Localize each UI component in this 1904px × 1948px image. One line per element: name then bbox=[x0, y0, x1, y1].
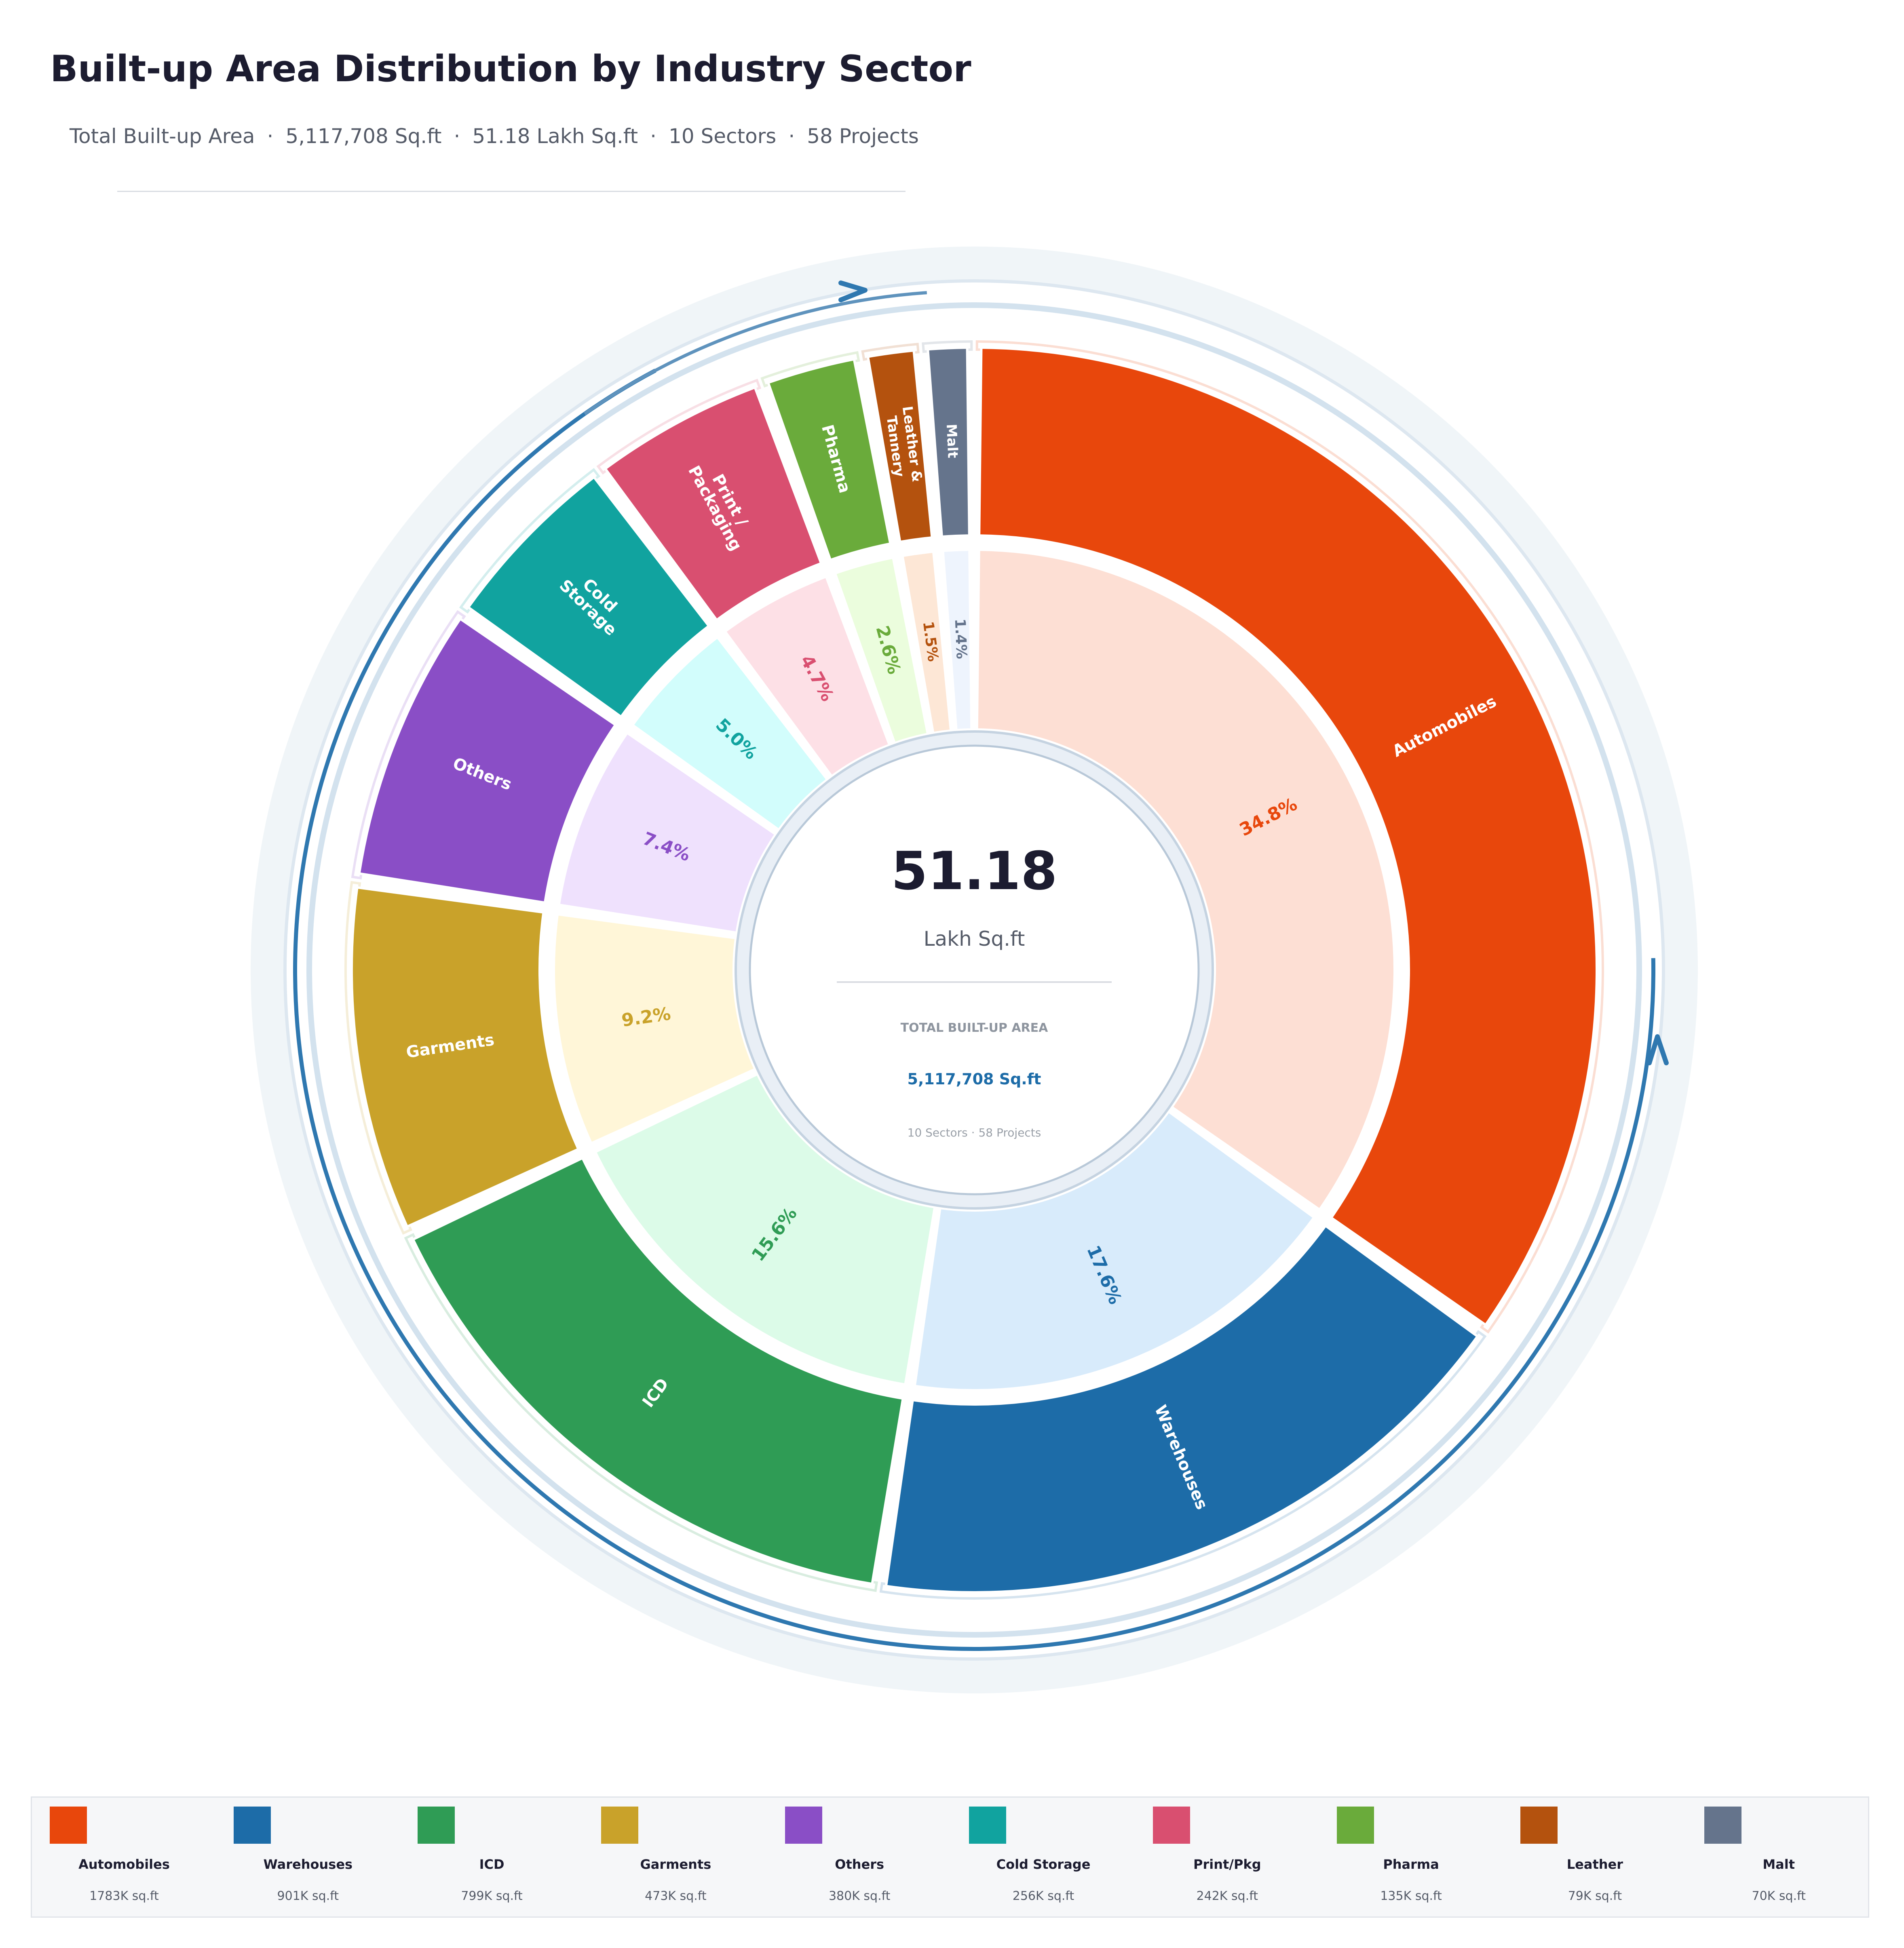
title-divider bbox=[117, 191, 906, 192]
outer-slice-pharma bbox=[766, 358, 892, 562]
center-value: 51.18 bbox=[891, 840, 1057, 902]
outer-slice-icd bbox=[411, 1156, 905, 1585]
inner-slice-others bbox=[557, 731, 777, 934]
legend-item-malt: Malt 70K sq.ft bbox=[1687, 1798, 1871, 1916]
legend-swatch bbox=[969, 1807, 1006, 1844]
inner-slice-cold-storage bbox=[631, 635, 829, 832]
legend-value: 799K sq.ft bbox=[461, 1889, 523, 1903]
legend-label: Pharma bbox=[1383, 1857, 1439, 1872]
legend-item-warehouses: Warehouses 901K sq.ft bbox=[216, 1798, 400, 1916]
outer-slice-cold-storage bbox=[467, 475, 711, 719]
legend-item-leather: Leather 79K sq.ft bbox=[1503, 1798, 1687, 1916]
chart-legend: Automobiles 1783K sq.ft Warehouses 901K sq.… bbox=[31, 1796, 1869, 1918]
progress-arc bbox=[293, 369, 1655, 1651]
subtitle-total-lakh: 51.18 Lakh Sq.ft bbox=[472, 124, 638, 148]
inner-slice-leather bbox=[901, 550, 952, 735]
legend-item-automobiles: Automobiles 1783K sq.ft bbox=[32, 1798, 216, 1916]
arrow-right-icon bbox=[1647, 1034, 1669, 1065]
legend-swatch bbox=[1336, 1807, 1374, 1844]
inner-slice-garments bbox=[553, 913, 757, 1145]
legend-swatch bbox=[1520, 1807, 1558, 1844]
inner-slice-malt bbox=[941, 548, 973, 732]
legend-swatch bbox=[233, 1807, 271, 1844]
subtitle-separator: · bbox=[650, 124, 657, 148]
legend-value: 380K sq.ft bbox=[828, 1889, 891, 1903]
legend-item-others: Others 380K sq.ft bbox=[767, 1798, 952, 1916]
legend-swatch bbox=[1153, 1807, 1190, 1844]
center-disc bbox=[749, 744, 1200, 1195]
pct-label-malt: 1.4% bbox=[952, 618, 970, 660]
outer-slice-malt bbox=[927, 346, 971, 538]
arrow-top-icon bbox=[838, 280, 868, 302]
legend-value: 135K sq.ft bbox=[1380, 1889, 1442, 1903]
legend-swatch bbox=[1704, 1807, 1742, 1844]
legend-label: Cold Storage bbox=[996, 1857, 1091, 1872]
center-caption: TOTAL BUILT-UP AREA bbox=[901, 1021, 1049, 1035]
legend-value: 256K sq.ft bbox=[1012, 1889, 1074, 1903]
legend-item-print-pkg: Print/Pkg 242K sq.ft bbox=[1135, 1798, 1319, 1916]
guide-ring-outer bbox=[283, 279, 1665, 1661]
chart-center: 51.18 Lakh Sq.ft TOTAL BUILT-UP AREA 5,1… bbox=[735, 730, 1214, 1210]
outer-slice-garments bbox=[350, 886, 580, 1229]
legend-label: Warehouses bbox=[263, 1857, 353, 1872]
chart-title: Built-up Area Distribution by Industry S… bbox=[50, 48, 971, 90]
center-unit: Lakh Sq.ft bbox=[924, 927, 1025, 951]
outer-slice-automobiles bbox=[978, 346, 1598, 1327]
legend-swatch bbox=[417, 1807, 455, 1844]
legend-label: Leather bbox=[1566, 1857, 1623, 1872]
subtitle-separator: · bbox=[267, 124, 274, 148]
legend-swatch bbox=[601, 1807, 639, 1844]
chart-slices: Automobiles34.8%Warehouses17.6%ICD15.6%G… bbox=[344, 340, 1604, 1600]
inner-slice-print-pkg bbox=[723, 575, 891, 778]
outer-slice-warehouses bbox=[884, 1224, 1480, 1594]
guide-ring-inner bbox=[306, 302, 1642, 1638]
legend-item-cold-storage: Cold Storage 256K sq.ft bbox=[951, 1798, 1136, 1916]
subtitle-project-count: 58 Projects bbox=[807, 124, 919, 148]
outer-label-malt: Malt bbox=[943, 424, 961, 458]
legend-label: Malt bbox=[1763, 1857, 1795, 1872]
inner-slice-icd bbox=[593, 1072, 936, 1386]
legend-swatch bbox=[785, 1807, 823, 1844]
center-meta: 10 Sectors · 58 Projects bbox=[908, 1126, 1041, 1139]
outer-slice-print-pkg bbox=[604, 386, 823, 622]
subtitle-sector-count: 10 Sectors bbox=[669, 124, 777, 148]
legend-label: Others bbox=[835, 1857, 884, 1872]
center-total: 5,117,708 Sq.ft bbox=[908, 1070, 1041, 1088]
outer-slice-leather bbox=[866, 349, 933, 544]
legend-item-icd: ICD 799K sq.ft bbox=[400, 1798, 584, 1916]
donut-chart: Automobiles34.8%Warehouses17.6%ICD15.6%G… bbox=[251, 247, 1698, 1693]
legend-label: Garments bbox=[640, 1857, 711, 1872]
legend-value: 1783K sq.ft bbox=[89, 1889, 159, 1903]
chart-subtitle: Total Built-up Area · 5,117,708 Sq.ft · 51.1… bbox=[70, 124, 919, 148]
legend-value: 901K sq.ft bbox=[277, 1889, 339, 1903]
legend-value: 242K sq.ft bbox=[1196, 1889, 1258, 1903]
inner-slice-warehouses bbox=[913, 1110, 1316, 1391]
subtitle-total-label: Total Built-up Area bbox=[70, 124, 255, 148]
outer-slice-others bbox=[358, 617, 617, 904]
legend-label: Print/Pkg bbox=[1193, 1857, 1261, 1872]
progress-arc-tail bbox=[584, 291, 927, 415]
inner-slice-automobiles bbox=[975, 548, 1396, 1212]
legend-item-garments: Garments 473K sq.ft bbox=[583, 1798, 768, 1916]
subtitle-separator: · bbox=[788, 124, 795, 148]
subtitle-total-sqft: 5,117,708 Sq.ft bbox=[285, 124, 442, 148]
legend-value: 79K sq.ft bbox=[1568, 1889, 1622, 1903]
legend-label: ICD bbox=[479, 1857, 504, 1872]
legend-label: Automobiles bbox=[78, 1857, 170, 1872]
inner-slice-pharma bbox=[833, 556, 929, 745]
legend-item-pharma: Pharma 135K sq.ft bbox=[1319, 1798, 1503, 1916]
legend-swatch bbox=[50, 1807, 87, 1844]
legend-value: 70K sq.ft bbox=[1752, 1889, 1806, 1903]
legend-value: 473K sq.ft bbox=[645, 1889, 707, 1903]
subtitle-separator: · bbox=[454, 124, 460, 148]
